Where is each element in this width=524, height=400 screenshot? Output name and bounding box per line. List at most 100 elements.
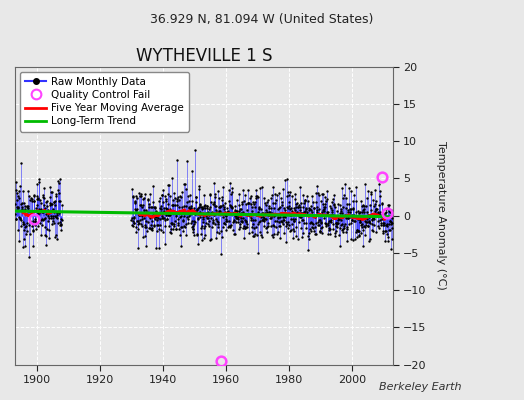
Point xyxy=(18,188,27,194)
Point xyxy=(151,212,159,218)
Point xyxy=(307,202,315,209)
Point xyxy=(278,186,287,192)
Point xyxy=(311,230,319,237)
Point xyxy=(28,242,37,249)
Point xyxy=(17,160,25,166)
Point xyxy=(369,222,378,228)
Point xyxy=(304,205,313,211)
Point xyxy=(337,227,346,234)
Point xyxy=(347,188,355,194)
Point xyxy=(358,202,367,208)
Point xyxy=(147,214,156,220)
Point xyxy=(339,226,347,232)
Point xyxy=(213,209,222,216)
Point xyxy=(191,219,199,225)
Point xyxy=(158,198,167,205)
Point xyxy=(25,222,34,228)
Point xyxy=(173,156,181,163)
Point xyxy=(47,201,56,208)
Point xyxy=(313,219,322,226)
Point xyxy=(380,210,389,216)
Point xyxy=(275,205,283,211)
Point xyxy=(255,204,264,210)
Point xyxy=(246,212,254,218)
Point xyxy=(214,224,222,230)
Point xyxy=(188,218,196,224)
Point xyxy=(43,212,52,219)
Point xyxy=(256,218,265,225)
Point xyxy=(197,231,205,237)
Point xyxy=(174,194,183,200)
Point xyxy=(243,210,252,217)
Point xyxy=(336,217,345,224)
Point xyxy=(233,215,242,221)
Point xyxy=(366,189,375,195)
Point xyxy=(48,189,56,195)
Point xyxy=(161,196,170,202)
Point xyxy=(171,211,180,218)
Point xyxy=(261,216,269,222)
Point xyxy=(349,236,357,243)
Point xyxy=(205,212,214,218)
Point xyxy=(379,228,388,234)
Point xyxy=(280,213,289,220)
Point xyxy=(29,192,38,198)
Point xyxy=(140,222,149,228)
Point xyxy=(165,206,173,212)
Point xyxy=(181,210,190,216)
Point xyxy=(173,202,181,208)
Point xyxy=(346,206,355,212)
Point xyxy=(262,216,270,222)
Point xyxy=(293,204,302,210)
Point xyxy=(254,220,262,227)
Point xyxy=(289,210,297,216)
Point xyxy=(11,211,19,217)
Point xyxy=(234,226,243,232)
Point xyxy=(307,219,315,226)
Point xyxy=(47,189,55,195)
Point xyxy=(38,209,46,215)
Point xyxy=(270,205,278,212)
Point xyxy=(274,214,282,220)
Point xyxy=(235,191,243,197)
Point xyxy=(246,195,255,201)
Point xyxy=(147,204,155,211)
Point xyxy=(156,206,165,212)
Point xyxy=(362,218,370,225)
Point xyxy=(148,227,156,233)
Point xyxy=(51,234,59,240)
Point xyxy=(53,210,61,217)
Point xyxy=(145,201,154,208)
Point xyxy=(184,192,193,199)
Point xyxy=(381,213,390,220)
Point xyxy=(189,226,197,232)
Point xyxy=(200,234,209,241)
Point xyxy=(324,218,333,224)
Point xyxy=(232,214,241,221)
Point xyxy=(241,225,249,231)
Point xyxy=(285,199,293,206)
Point xyxy=(308,220,316,226)
Point xyxy=(242,224,250,230)
Point xyxy=(330,202,338,208)
Point xyxy=(204,220,212,227)
Point xyxy=(206,214,215,221)
Point xyxy=(350,212,358,219)
Point xyxy=(329,196,337,202)
Point xyxy=(192,199,201,206)
Point xyxy=(232,208,240,214)
Point xyxy=(33,181,41,188)
Point xyxy=(206,204,215,210)
Point xyxy=(223,209,231,216)
Point xyxy=(29,218,37,224)
Point xyxy=(344,184,353,191)
Point xyxy=(325,225,333,232)
Point xyxy=(149,222,158,228)
Point xyxy=(341,211,350,218)
Point xyxy=(385,208,393,214)
Point xyxy=(233,210,241,216)
Point xyxy=(155,226,163,232)
Point xyxy=(152,222,161,228)
Point xyxy=(37,206,45,212)
Point xyxy=(325,230,334,237)
